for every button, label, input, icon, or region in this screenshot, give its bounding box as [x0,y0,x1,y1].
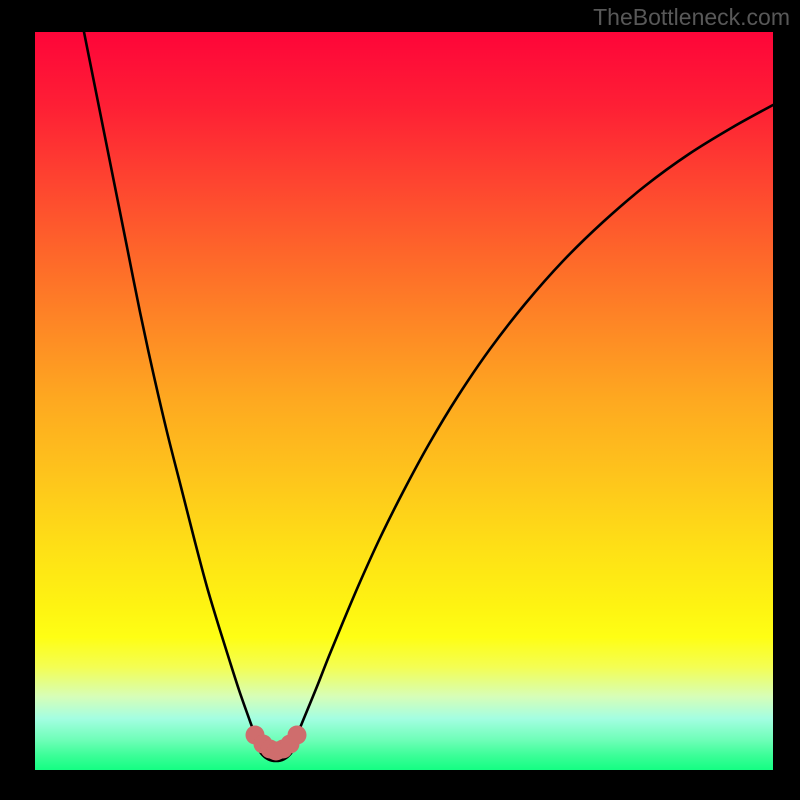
bottleneck-chart [0,0,800,800]
figure-root: TheBottleneck.com [0,0,800,800]
curve-marker [288,726,307,745]
watermark-label: TheBottleneck.com [593,4,790,31]
plot-background [35,32,773,770]
